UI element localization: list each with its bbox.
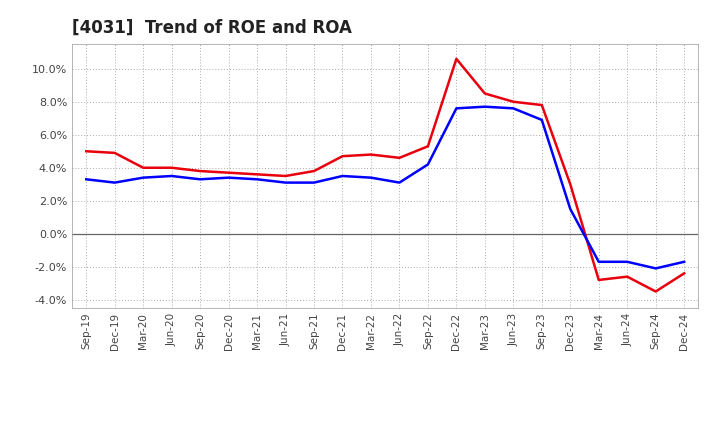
ROA	[139, 175, 148, 180]
ROE	[253, 172, 261, 177]
ROA	[395, 180, 404, 185]
ROE	[139, 165, 148, 170]
Line: ROE: ROE	[86, 59, 684, 292]
ROA	[225, 175, 233, 180]
ROE	[196, 169, 204, 174]
ROE	[395, 155, 404, 161]
ROA	[338, 173, 347, 179]
ROA	[282, 180, 290, 185]
ROA	[452, 106, 461, 111]
ROA	[82, 177, 91, 182]
ROA	[167, 173, 176, 179]
ROE	[110, 150, 119, 156]
ROA	[595, 259, 603, 264]
ROE	[310, 169, 318, 174]
ROA	[537, 117, 546, 122]
ROE	[537, 103, 546, 108]
ROA	[652, 266, 660, 271]
ROA	[110, 180, 119, 185]
ROE	[623, 274, 631, 279]
ROE	[595, 277, 603, 282]
Text: [4031]  Trend of ROE and ROA: [4031] Trend of ROE and ROA	[72, 19, 352, 37]
ROE	[652, 289, 660, 294]
ROA	[566, 206, 575, 212]
ROA	[196, 177, 204, 182]
ROE	[225, 170, 233, 175]
ROE	[82, 149, 91, 154]
ROE	[423, 143, 432, 149]
ROE	[167, 165, 176, 170]
ROE	[452, 56, 461, 62]
Line: ROA: ROA	[86, 107, 684, 268]
ROE	[680, 271, 688, 276]
ROA	[509, 106, 518, 111]
ROE	[282, 173, 290, 179]
ROA	[310, 180, 318, 185]
ROA	[623, 259, 631, 264]
ROE	[338, 154, 347, 159]
ROA	[253, 177, 261, 182]
ROE	[509, 99, 518, 104]
ROA	[366, 175, 375, 180]
ROA	[423, 162, 432, 167]
ROE	[566, 182, 575, 187]
ROA	[480, 104, 489, 110]
ROA	[680, 259, 688, 264]
ROE	[366, 152, 375, 157]
ROE	[480, 91, 489, 96]
